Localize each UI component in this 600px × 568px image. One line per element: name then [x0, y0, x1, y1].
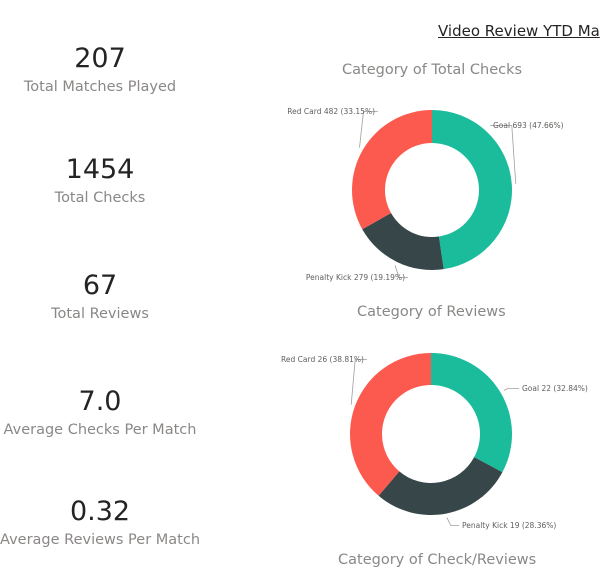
kpi-value: 7.0	[78, 386, 122, 417]
leader-line	[490, 125, 517, 184]
donut-slice-penalty-kick[interactable]	[362, 213, 444, 271]
kpi-total-reviews: 67 Total Reviews	[0, 271, 200, 324]
donut-slice-goal[interactable]	[431, 353, 512, 473]
kpi-avg-checks: 7.0 Average Checks Per Match	[0, 387, 200, 440]
chart-title-total-checks: Category of Total Checks	[342, 62, 523, 78]
kpi-label: Total Matches Played	[23, 79, 177, 95]
kpi-label: Average Reviews Per Match	[0, 532, 201, 548]
data-label: Red Card 26 (38.81%)	[281, 355, 364, 364]
data-label: Goal 693 (47.66%)	[493, 121, 564, 130]
leader-line	[503, 388, 519, 391]
leader-line	[350, 359, 367, 405]
data-label: Red Card 482 (33.15%)	[287, 107, 375, 116]
kpi-total-checks: 1454 Total Checks	[0, 155, 200, 208]
kpi-value: 0.32	[69, 496, 131, 527]
kpi-value: 207	[74, 43, 126, 74]
data-label: Penalty Kick 279 (19.19%)	[306, 273, 405, 282]
donut-slice-red-card[interactable]	[351, 110, 432, 230]
kpi-total-matches: 207 Total Matches Played	[0, 44, 200, 97]
kpi-label: Total Checks	[54, 190, 146, 206]
donut-slice-penalty-kick[interactable]	[378, 457, 503, 516]
leader-line	[446, 517, 459, 526]
kpi-value: 67	[82, 270, 118, 301]
kpi-value: 1454	[65, 154, 135, 185]
report-title: Video Review YTD Ma	[438, 22, 600, 40]
kpi-label: Average Checks Per Match	[3, 422, 197, 438]
leader-line	[394, 265, 408, 278]
leader-line	[359, 111, 378, 148]
kpi-label: Total Reviews	[51, 306, 149, 322]
data-label: Penalty Kick 19 (28.36%)	[462, 521, 556, 530]
chart-title-reviews: Category of Reviews	[357, 304, 506, 320]
donut-slice-red-card[interactable]	[349, 353, 431, 496]
data-label: Goal 22 (32.84%)	[522, 384, 588, 393]
kpi-avg-reviews: 0.32 Average Reviews Per Match	[0, 497, 200, 550]
donut-slice-goal[interactable]	[432, 110, 513, 270]
